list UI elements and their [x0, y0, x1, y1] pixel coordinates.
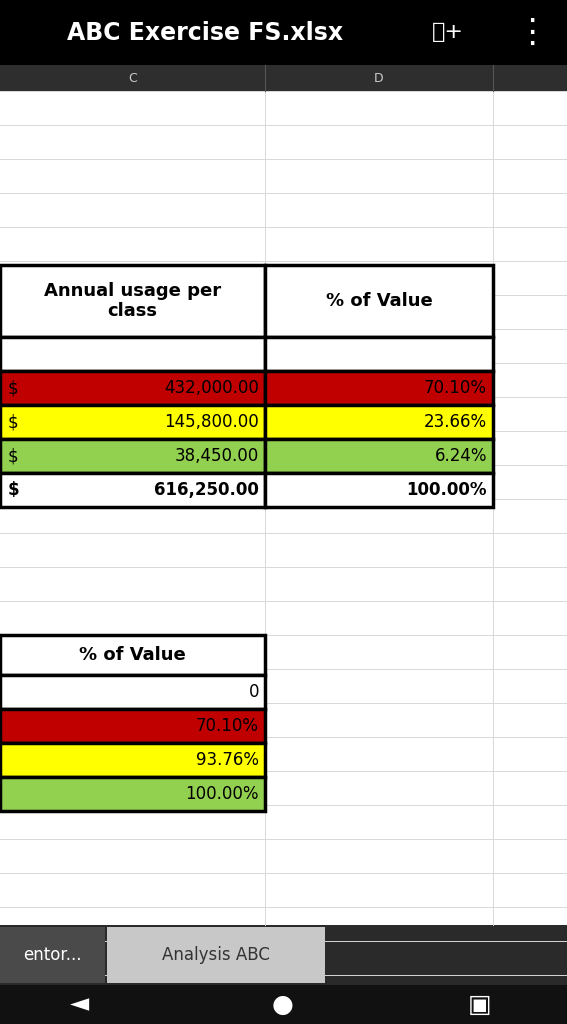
Text: 432,000.00: 432,000.00 [164, 379, 259, 397]
Text: 38,450.00: 38,450.00 [175, 447, 259, 465]
Bar [0, 473, 265, 507]
Bar [265, 473, 493, 507]
Text: ◄: ◄ [70, 992, 90, 1017]
Bar [0, 743, 265, 777]
Bar [265, 406, 493, 439]
Text: % of Value: % of Value [325, 292, 433, 310]
Text: 23.66%: 23.66% [424, 413, 487, 431]
Bar [0, 439, 265, 473]
Bar [0, 927, 105, 983]
Text: entor...: entor... [23, 946, 82, 964]
Text: 0: 0 [248, 683, 259, 701]
Text: ⋮: ⋮ [515, 16, 549, 49]
Text: 616,250.00: 616,250.00 [154, 481, 259, 499]
Text: $: $ [8, 379, 19, 397]
Text: 93.76%: 93.76% [196, 751, 259, 769]
Bar [0, 91, 567, 925]
Text: $: $ [8, 413, 19, 431]
Text: 100.00%: 100.00% [185, 785, 259, 803]
Bar [107, 927, 325, 983]
Text: 70.10%: 70.10% [424, 379, 487, 397]
Text: Annual usage per
class: Annual usage per class [44, 282, 221, 321]
Bar [0, 0, 567, 65]
Bar [0, 406, 265, 439]
Bar [0, 925, 567, 985]
Bar [0, 65, 567, 91]
Text: ABC Exercise FS.xlsx: ABC Exercise FS.xlsx [67, 20, 343, 44]
Text: D: D [374, 72, 384, 85]
Text: 100.00%: 100.00% [407, 481, 487, 499]
Text: % of Value: % of Value [79, 646, 186, 664]
Bar [265, 337, 493, 371]
Bar [0, 337, 265, 371]
Text: 145,800.00: 145,800.00 [164, 413, 259, 431]
Bar [0, 985, 567, 1024]
Text: ▣: ▣ [468, 992, 492, 1017]
Bar [265, 371, 493, 406]
Text: $: $ [8, 447, 19, 465]
Bar [0, 371, 265, 406]
Text: 🔺+: 🔺+ [432, 23, 464, 43]
Bar [0, 635, 265, 675]
Text: C: C [128, 72, 137, 85]
Bar [0, 777, 265, 811]
Bar [0, 265, 265, 337]
Bar [265, 265, 493, 337]
Text: $: $ [8, 481, 20, 499]
Bar [0, 675, 265, 709]
Text: ●: ● [272, 992, 294, 1017]
Bar [265, 439, 493, 473]
Text: 6.24%: 6.24% [434, 447, 487, 465]
Text: Analysis ABC: Analysis ABC [162, 946, 270, 964]
Text: 70.10%: 70.10% [196, 717, 259, 735]
Bar [0, 709, 265, 743]
